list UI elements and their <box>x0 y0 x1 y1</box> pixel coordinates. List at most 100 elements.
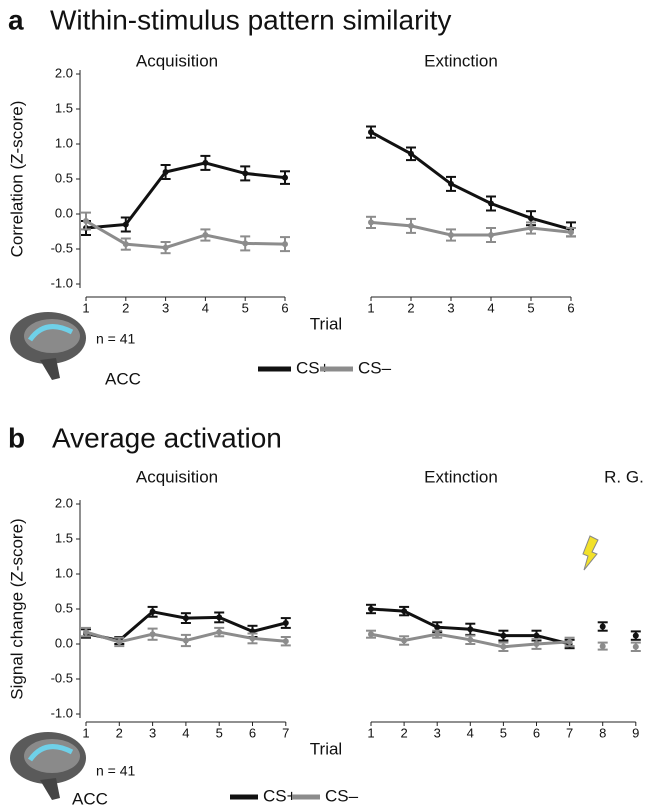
region-label: ACC <box>105 369 141 388</box>
point <box>500 632 507 639</box>
point <box>528 215 534 222</box>
x-tick-label: 1 <box>82 300 89 315</box>
annotation: n = 41 <box>96 331 136 347</box>
x-tick-label: 6 <box>567 300 574 315</box>
subplot-title: Extinction <box>424 467 498 486</box>
y-tick-label: 0.0 <box>55 205 73 220</box>
y-tick-label: 1.5 <box>55 530 73 545</box>
legend-label: CS+ <box>263 786 297 805</box>
point <box>408 150 414 157</box>
point <box>216 614 223 621</box>
y-tick-label: 0.0 <box>55 635 73 650</box>
point <box>368 129 374 136</box>
point <box>488 200 494 207</box>
x-tick-label: 3 <box>149 725 156 740</box>
x-tick-label: 2 <box>407 300 414 315</box>
x-axis-label: Trial <box>310 739 342 758</box>
point <box>533 632 540 639</box>
x-tick-label: 2 <box>400 725 407 740</box>
point <box>448 232 454 238</box>
point <box>599 623 606 630</box>
point <box>162 169 169 175</box>
x-tick-label: 5 <box>242 300 249 315</box>
series-line <box>85 219 286 250</box>
x-tick-label: 4 <box>487 300 494 315</box>
series-line <box>370 130 572 231</box>
series-line <box>85 161 286 230</box>
point <box>83 629 89 636</box>
x-tick-label: 8 <box>599 725 606 740</box>
point <box>632 643 639 650</box>
point <box>182 615 189 622</box>
legend-label: CS– <box>325 786 359 805</box>
annotation: n = 41 <box>96 763 136 779</box>
y-tick-label: 2.0 <box>55 495 73 510</box>
point <box>368 219 374 226</box>
x-tick-label: 7 <box>566 725 573 740</box>
point <box>162 244 169 251</box>
point <box>467 636 474 643</box>
chart-title: Within-stimulus pattern similarity <box>50 4 451 35</box>
x-tick-label: 4 <box>202 300 209 315</box>
x-tick-label: 5 <box>500 725 507 740</box>
point <box>568 229 574 236</box>
y-tick-label: 0.5 <box>55 170 73 185</box>
x-tick-label: 6 <box>249 725 256 740</box>
point <box>216 629 223 636</box>
legend-label: CS– <box>358 358 392 377</box>
point <box>242 240 249 247</box>
brain-icon-b <box>10 732 86 800</box>
x-tick-label: 6 <box>533 725 540 740</box>
x-tick-label: 3 <box>434 725 441 740</box>
y-tick-label: -1.0 <box>51 275 73 290</box>
point <box>116 638 123 645</box>
x-tick-label: 3 <box>447 300 454 315</box>
point <box>202 232 209 238</box>
point <box>599 643 606 650</box>
y-tick-label: -0.5 <box>51 240 73 255</box>
x-tick-label: 2 <box>116 725 123 740</box>
series-line <box>370 220 572 237</box>
region-label: ACC <box>72 789 108 808</box>
point <box>282 241 288 248</box>
point <box>368 606 374 612</box>
y-tick-label: -0.5 <box>51 670 73 685</box>
point <box>434 631 441 638</box>
point <box>632 632 639 639</box>
point <box>282 638 289 645</box>
point <box>182 637 189 644</box>
point <box>434 624 441 631</box>
point <box>122 221 129 228</box>
point <box>408 222 414 229</box>
point <box>528 225 534 231</box>
x-tick-label: 3 <box>162 300 169 315</box>
y-tick-label: 2.0 <box>55 65 73 80</box>
point <box>467 626 474 633</box>
point <box>448 180 454 187</box>
point <box>488 232 494 238</box>
point <box>202 159 209 166</box>
chart-title: Average activation <box>52 422 282 453</box>
x-tick-label: 4 <box>467 725 474 740</box>
x-axis-label: Trial <box>310 314 342 333</box>
point <box>566 638 573 645</box>
panel-label: a <box>8 4 24 35</box>
y-tick-label: 0.5 <box>55 600 73 615</box>
x-tick-label: 5 <box>527 300 534 315</box>
point <box>368 631 374 638</box>
x-tick-label: 1 <box>367 300 374 315</box>
point <box>83 218 89 224</box>
subplot-title: Acquisition <box>136 51 218 70</box>
point <box>149 608 156 615</box>
x-tick-label: 4 <box>182 725 189 740</box>
subplot-title: R. G. <box>604 467 644 486</box>
x-tick-label: 1 <box>82 725 89 740</box>
x-tick-label: 1 <box>367 725 374 740</box>
point <box>122 241 129 248</box>
point <box>401 608 408 615</box>
subplot-title: Acquisition <box>136 467 218 486</box>
panel-label: b <box>8 422 25 453</box>
point <box>149 631 156 638</box>
point <box>401 637 408 644</box>
